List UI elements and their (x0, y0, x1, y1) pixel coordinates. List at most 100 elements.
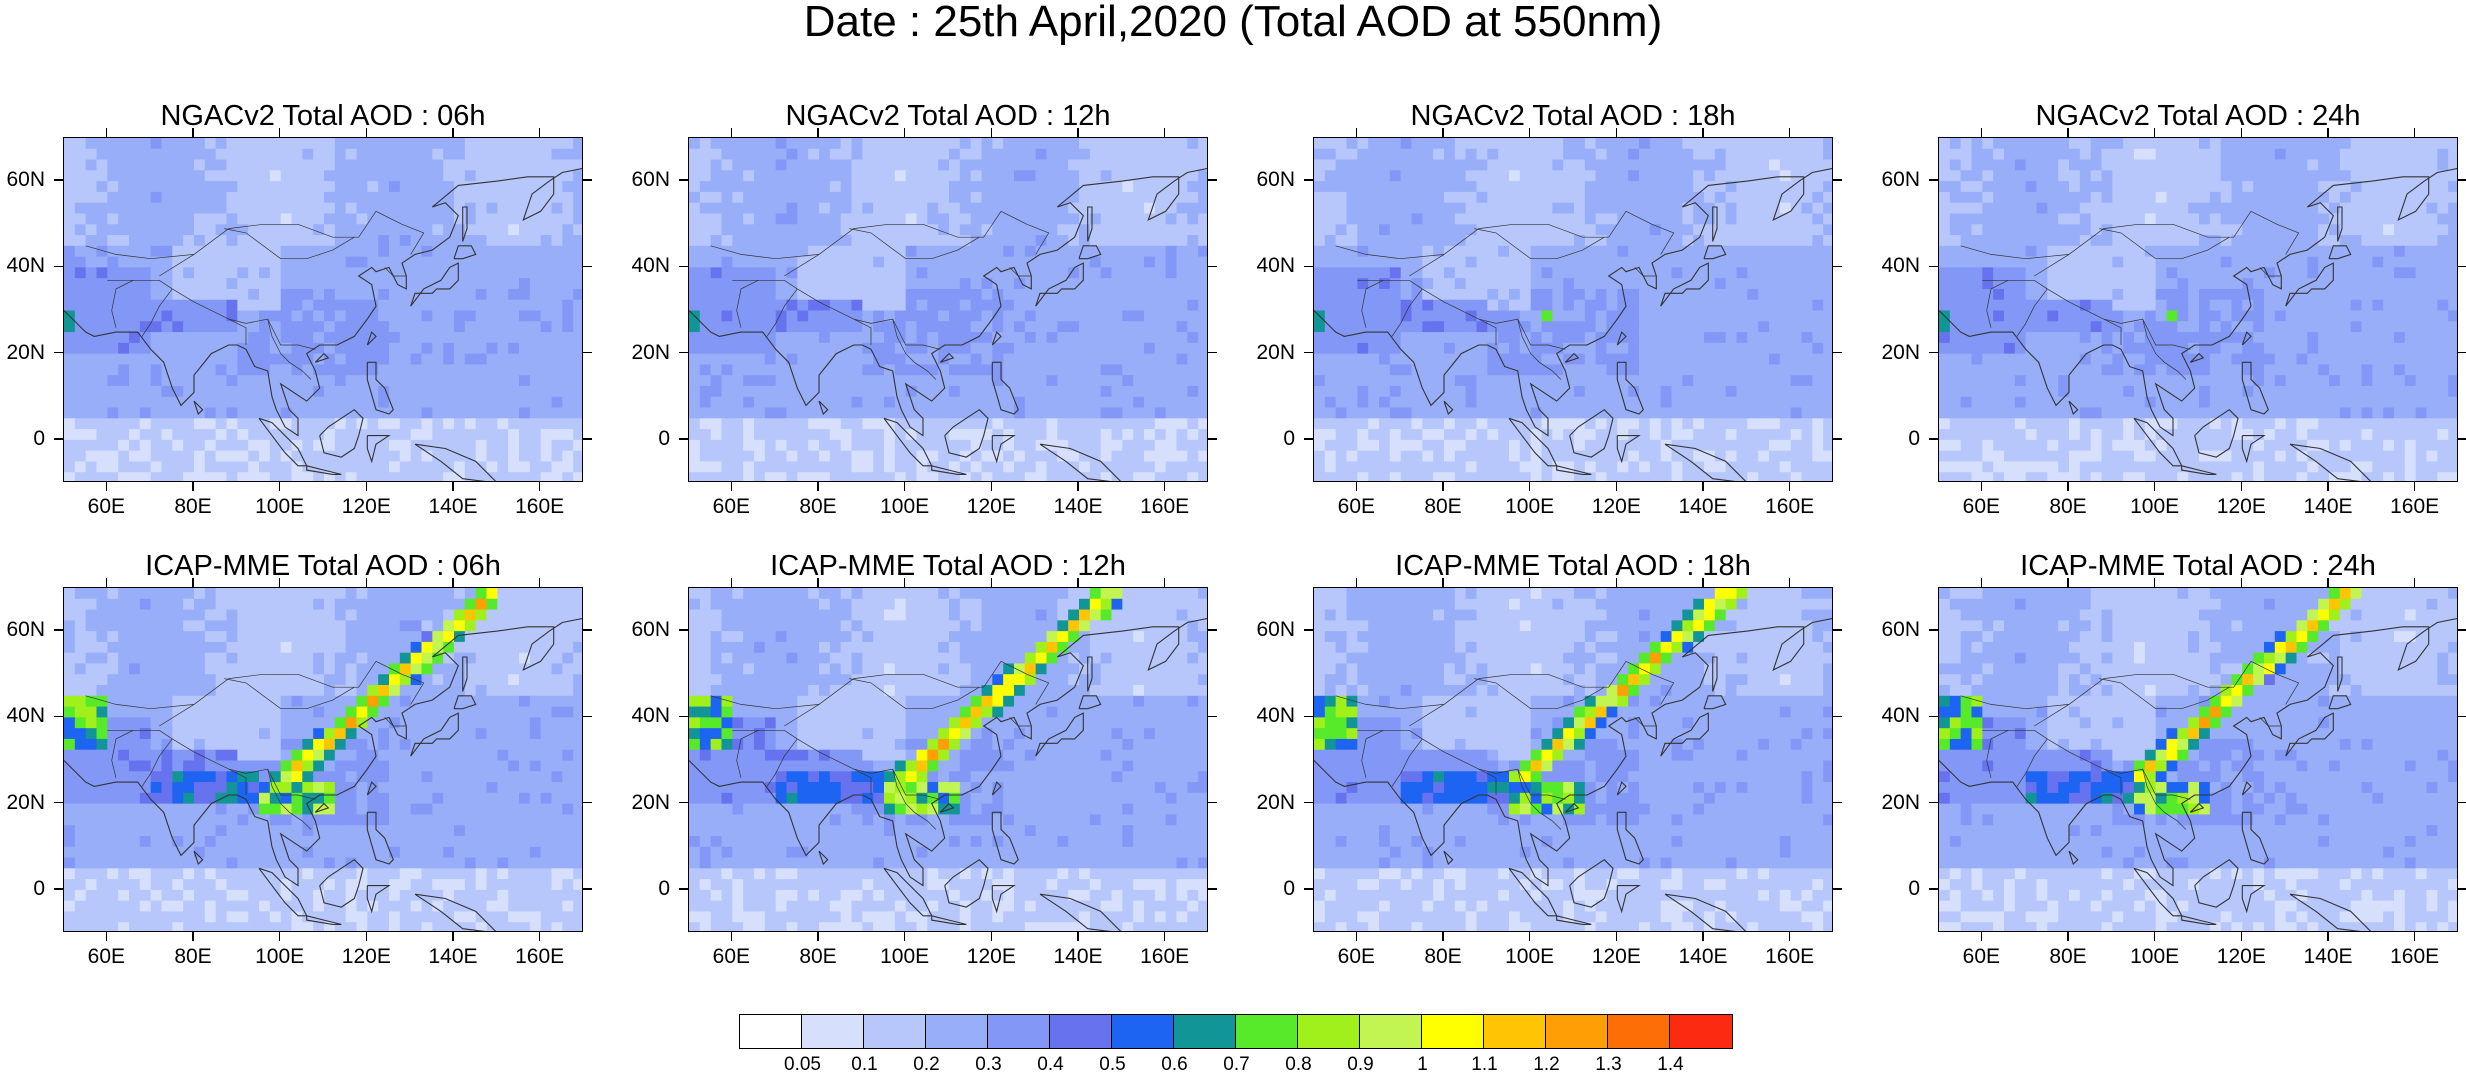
aod-cell (64, 375, 75, 386)
aod-cell (75, 354, 86, 365)
aod-cell (118, 213, 129, 224)
aod-cell (1368, 375, 1379, 386)
aod-cell (367, 364, 378, 375)
aod-cell (1003, 332, 1014, 343)
aod-cell (1737, 408, 1748, 419)
aod-cell (776, 461, 787, 472)
aod-cell (573, 354, 583, 365)
aod-cell (357, 203, 368, 214)
aod-cell (1682, 181, 1693, 192)
aod-cell (797, 235, 808, 246)
aod-cell (1780, 224, 1791, 235)
aod-cell (776, 332, 787, 343)
aod-cell (1737, 332, 1748, 343)
aod-cell (776, 224, 787, 235)
aod-cell (1747, 257, 1758, 268)
aod-cell (927, 267, 938, 278)
aod-cell (1487, 257, 1498, 268)
aod-cell (765, 440, 776, 451)
aod-cell (335, 397, 346, 408)
aod-cell (1422, 181, 1433, 192)
aod-cell (357, 278, 368, 289)
aod-cell (411, 472, 422, 482)
aod-cell (151, 451, 162, 462)
aod-cell (1368, 138, 1379, 149)
aod-cell (508, 267, 519, 278)
aod-cell (1466, 408, 1477, 419)
aod-cell (162, 472, 173, 482)
aod-cell (64, 289, 75, 300)
aod-cell (86, 451, 97, 462)
aod-cell (1057, 408, 1068, 419)
aod-cell (1607, 257, 1618, 268)
aod-cell (1166, 300, 1177, 311)
aod-cell (573, 418, 583, 429)
aod-cell (689, 321, 700, 332)
aod-cell (237, 181, 248, 192)
aod-cell (552, 321, 563, 332)
aod-cell (2264, 170, 2275, 181)
aod-cell (216, 332, 227, 343)
aod-cell (808, 472, 819, 482)
aod-cell (2297, 170, 2308, 181)
lon-tick (1442, 128, 1444, 137)
aod-cell (971, 289, 982, 300)
aod-cell (487, 289, 498, 300)
aod-cell (1325, 375, 1336, 386)
aod-cell (86, 224, 97, 235)
aod-cell (259, 192, 270, 203)
aod-cell (906, 149, 917, 160)
aod-cell (1014, 375, 1025, 386)
aod-cell (743, 311, 754, 322)
aod-cell (1682, 375, 1693, 386)
aod-cell (1466, 267, 1477, 278)
aod-cell (497, 321, 508, 332)
aod-cell (1498, 289, 1509, 300)
aod-cell (1047, 138, 1058, 149)
aod-cell (562, 224, 573, 235)
aod-cell (1477, 461, 1488, 472)
aod-cell (1715, 375, 1726, 386)
aod-cell (118, 321, 129, 332)
aod-cell (1101, 160, 1112, 171)
aod-cell (1198, 149, 1208, 160)
aod-cell (432, 397, 443, 408)
aod-cell (367, 300, 378, 311)
aod-cell (552, 224, 563, 235)
aod-cell (324, 332, 335, 343)
aod-cell (1422, 257, 1433, 268)
aod-cell (324, 181, 335, 192)
aod-cell (270, 149, 281, 160)
aod-cell (1155, 461, 1166, 472)
aod-cell (982, 364, 993, 375)
aod-cell (530, 246, 541, 257)
aod-cell (541, 472, 552, 482)
aod-cell (797, 418, 808, 429)
aod-cell (852, 192, 863, 203)
aod-cell (1347, 386, 1358, 397)
aod-cell (259, 235, 270, 246)
aod-cell (357, 461, 368, 472)
aod-cell (1187, 213, 1198, 224)
aod-field-svg (1939, 138, 2458, 482)
aod-cell (776, 181, 787, 192)
aod-cell (1025, 138, 1036, 149)
aod-cell (1520, 451, 1531, 462)
aod-cell (519, 408, 530, 419)
aod-cell (1950, 138, 1961, 149)
aod-cell (1347, 278, 1358, 289)
aod-cell (573, 213, 583, 224)
aod-cell (1563, 408, 1574, 419)
aod-cell (1068, 332, 1079, 343)
aod-cell (873, 138, 884, 149)
aod-cell (971, 267, 982, 278)
aod-cell (75, 429, 86, 440)
aod-cell (552, 289, 563, 300)
aod-cell (378, 149, 389, 160)
aod-cell (1672, 149, 1683, 160)
aod-cell (1014, 354, 1025, 365)
aod-cell (689, 375, 700, 386)
aod-cell (454, 397, 465, 408)
aod-cell (1166, 138, 1177, 149)
aod-cell (1187, 461, 1198, 472)
